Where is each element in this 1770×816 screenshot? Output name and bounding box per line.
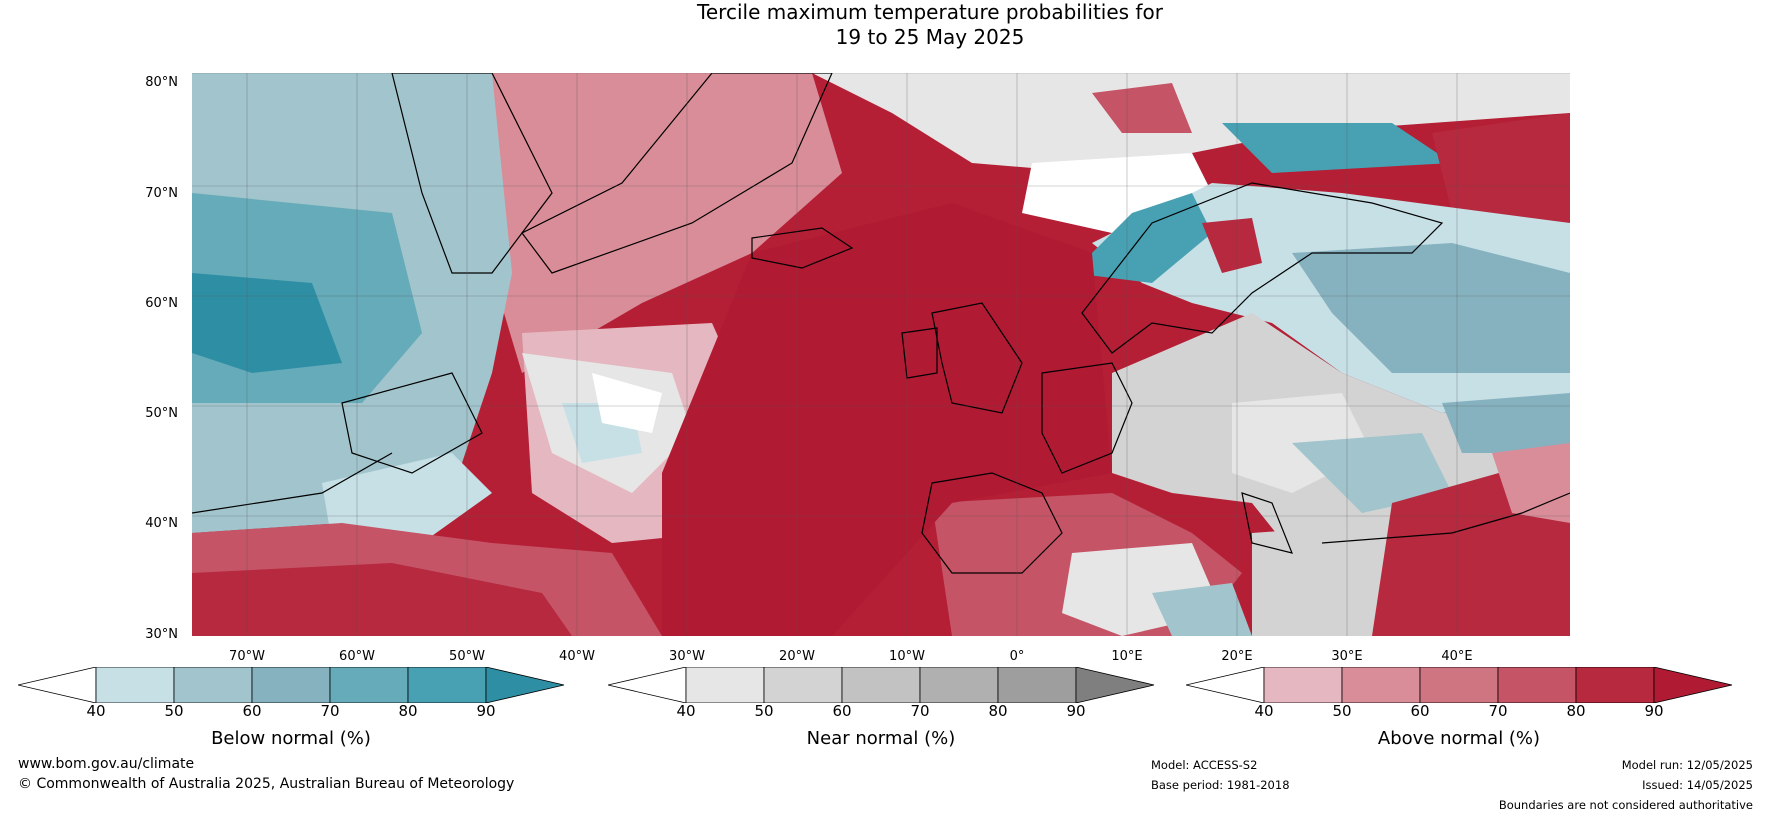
cbar-above-arrow-low	[1185, 666, 1265, 704]
model-run-text: Model run: 12/05/2025	[1621, 758, 1753, 772]
cbar-below-seg-4	[329, 666, 409, 704]
model-text: Model: ACCESS-S2	[1151, 758, 1258, 772]
colorbar-above-normal	[1185, 666, 1736, 707]
chart-title: Tercile maximum temperature probabilitie…	[0, 0, 1770, 50]
cbar-near-seg-1	[685, 666, 765, 704]
cbar-above-seg-1	[1263, 666, 1343, 704]
lon-label-30e: 30°E	[1331, 649, 1363, 664]
colorbar-near-normal-graphic	[607, 666, 1155, 704]
cbar-near-tick-90: 90	[1066, 702, 1086, 720]
title-line-1: Tercile maximum temperature probabilitie…	[697, 0, 1163, 24]
lon-label-10w: 10°W	[889, 649, 925, 664]
lon-label-70w: 70°W	[229, 649, 265, 664]
cbar-below-label: Below normal (%)	[211, 728, 371, 749]
lon-label-20w: 20°W	[779, 649, 815, 664]
cbar-above-tick-90: 90	[1644, 702, 1664, 720]
lat-label-80n: 80°N	[145, 75, 178, 90]
website-link[interactable]: www.bom.gov.au/climate	[18, 756, 195, 772]
lat-label-60n: 60°N	[145, 296, 178, 311]
cbar-above-label: Above normal (%)	[1377, 728, 1541, 749]
cbar-below-tick-70: 70	[320, 702, 340, 720]
cbar-near-arrow-low	[607, 666, 687, 704]
cbar-near-seg-5	[997, 666, 1077, 704]
colorbar-below-normal	[17, 666, 568, 707]
colorbar-near-normal	[607, 666, 1158, 707]
cbar-below-arrow-low	[17, 666, 97, 704]
cbar-above-seg-2	[1341, 666, 1421, 704]
lon-label-60w: 60°W	[339, 649, 375, 664]
cbar-near-tick-50: 50	[754, 702, 774, 720]
cbar-below-tick-40: 40	[86, 702, 106, 720]
cbar-above-seg-4	[1497, 666, 1577, 704]
colorbar-above-normal-graphic	[1185, 666, 1733, 704]
cbar-near-arrow-high	[1075, 666, 1155, 704]
lon-label-40e: 40°E	[1441, 649, 1473, 664]
lon-label-30w: 30°W	[669, 649, 705, 664]
lon-label-20e: 20°E	[1221, 649, 1253, 664]
cbar-below-arrow-high	[485, 666, 565, 704]
copyright-text: © Commonwealth of Australia 2025, Austra…	[18, 776, 515, 792]
cbar-near-seg-4	[919, 666, 999, 704]
cbar-below-seg-2	[173, 666, 253, 704]
cbar-below-seg-5	[407, 666, 487, 704]
title-line-2: 19 to 25 May 2025	[835, 25, 1025, 49]
lon-label-50w: 50°W	[449, 649, 485, 664]
base-period-text: Base period: 1981-2018	[1151, 778, 1290, 792]
lon-label-10e: 10°E	[1111, 649, 1143, 664]
cbar-above-tick-40: 40	[1254, 702, 1274, 720]
cbar-near-label: Near normal (%)	[806, 728, 956, 749]
cbar-near-tick-40: 40	[676, 702, 696, 720]
issued-text: Issued: 14/05/2025	[1642, 778, 1753, 792]
cbar-above-arrow-high	[1653, 666, 1733, 704]
lon-label-40w: 40°W	[559, 649, 595, 664]
probability-map	[192, 73, 1570, 636]
cbar-above-tick-80: 80	[1566, 702, 1586, 720]
disclaimer-text: Boundaries are not considered authoritat…	[1498, 798, 1753, 812]
cbar-near-tick-60: 60	[832, 702, 852, 720]
cbar-below-tick-50: 50	[164, 702, 184, 720]
cbar-below-seg-1	[95, 666, 175, 704]
cbar-above-seg-3	[1419, 666, 1499, 704]
cbar-below-seg-3	[251, 666, 331, 704]
lat-label-70n: 70°N	[145, 186, 178, 201]
cbar-near-tick-70: 70	[910, 702, 930, 720]
lat-label-50n: 50°N	[145, 406, 178, 421]
cbar-above-tick-70: 70	[1488, 702, 1508, 720]
cbar-above-tick-60: 60	[1410, 702, 1430, 720]
cbar-above-seg-5	[1575, 666, 1655, 704]
lat-label-30n: 30°N	[145, 627, 178, 642]
lon-label-0: 0°	[1009, 649, 1025, 664]
colorbar-below-normal-graphic	[17, 666, 565, 704]
cbar-near-tick-80: 80	[988, 702, 1008, 720]
cbar-near-seg-2	[763, 666, 843, 704]
lat-label-40n: 40°N	[145, 516, 178, 531]
cbar-below-tick-90: 90	[476, 702, 496, 720]
map-graphic	[192, 73, 1570, 636]
cbar-above-tick-50: 50	[1332, 702, 1352, 720]
cbar-below-tick-60: 60	[242, 702, 262, 720]
cbar-near-seg-3	[841, 666, 921, 704]
cbar-below-tick-80: 80	[398, 702, 418, 720]
